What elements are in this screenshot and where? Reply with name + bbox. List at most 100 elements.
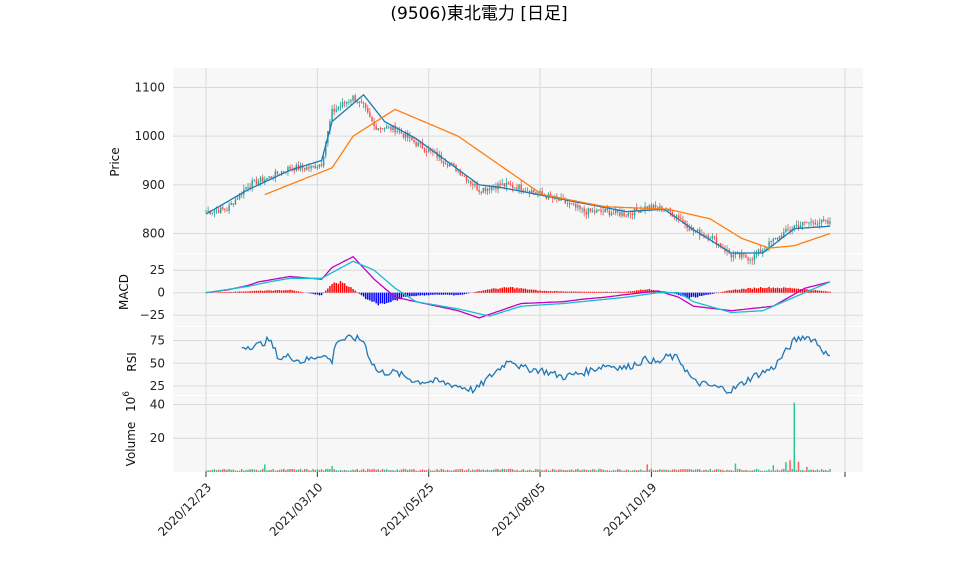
price-axis-label: Price bbox=[108, 147, 122, 176]
macd-histogram-bar bbox=[677, 292, 680, 296]
volume-axis-label: Volume bbox=[124, 422, 138, 467]
volume-bar bbox=[591, 469, 594, 472]
macd-histogram-bar bbox=[543, 290, 545, 293]
candle-body bbox=[413, 139, 415, 143]
rsi-line bbox=[241, 333, 831, 395]
candle-body bbox=[270, 176, 272, 179]
candle-body bbox=[280, 171, 283, 175]
volume-bar bbox=[671, 469, 674, 472]
macd-histogram-bar bbox=[297, 291, 300, 293]
volume-bar bbox=[541, 470, 543, 472]
price-tick-label: 800 bbox=[142, 227, 165, 241]
candle-body bbox=[610, 213, 613, 216]
macd-histogram-bar bbox=[406, 292, 409, 297]
candle-body bbox=[677, 215, 680, 219]
candle-body bbox=[444, 163, 447, 165]
macd-histogram-bar bbox=[558, 291, 560, 293]
macd-histogram-bar bbox=[575, 291, 577, 293]
volume-bar bbox=[778, 470, 781, 472]
candle-body bbox=[314, 165, 316, 169]
volume-bar bbox=[291, 468, 293, 472]
macd-histogram-bar bbox=[352, 288, 354, 293]
macd-histogram-bar bbox=[226, 292, 228, 293]
candle-body bbox=[533, 190, 535, 193]
rsi-axis-label: RSI bbox=[125, 352, 139, 372]
candle-body bbox=[566, 203, 569, 205]
volume-bar bbox=[339, 469, 342, 472]
macd-histogram-bar bbox=[684, 292, 686, 297]
macd-histogram-bar bbox=[205, 292, 207, 294]
macd-axis-label: MACD bbox=[117, 274, 131, 310]
candle-body bbox=[335, 109, 337, 112]
macd-histogram-bar bbox=[524, 288, 527, 293]
volume-bar bbox=[350, 470, 352, 472]
candle-body bbox=[593, 210, 596, 213]
macd-histogram-bar bbox=[596, 291, 598, 293]
candle-body bbox=[568, 203, 571, 205]
macd-histogram-bar bbox=[434, 292, 436, 295]
volume-bar bbox=[304, 469, 306, 472]
macd-histogram-bar bbox=[230, 291, 232, 293]
candle-body bbox=[738, 253, 741, 258]
macd-histogram-bar bbox=[732, 289, 735, 293]
volume-bar bbox=[631, 470, 634, 472]
volume-bar bbox=[472, 469, 474, 472]
candle-body bbox=[720, 243, 722, 248]
candle-body bbox=[688, 228, 690, 230]
macd-histogram-bar bbox=[245, 291, 247, 293]
macd-histogram-bar bbox=[270, 290, 272, 293]
volume-bar bbox=[367, 468, 369, 472]
volume-bar bbox=[804, 470, 806, 472]
candle-body bbox=[415, 142, 417, 147]
candle-body bbox=[461, 175, 464, 177]
candle-body bbox=[383, 128, 386, 130]
macd-histogram-bar bbox=[591, 291, 594, 293]
candle-body bbox=[570, 203, 573, 205]
macd-histogram-bar bbox=[312, 292, 314, 294]
candle-body bbox=[339, 106, 342, 108]
volume-bar bbox=[419, 470, 422, 472]
volume-bar bbox=[612, 469, 615, 472]
candle-body bbox=[213, 211, 216, 213]
macd-histogram-bar bbox=[795, 288, 798, 293]
candle-body bbox=[820, 219, 823, 223]
volume-bar bbox=[341, 470, 344, 472]
volume-bar bbox=[358, 470, 361, 472]
volume-bar bbox=[213, 469, 216, 472]
macd-histogram-bar bbox=[614, 291, 617, 293]
candle-body bbox=[806, 222, 808, 224]
macd-histogram-bar bbox=[327, 288, 329, 293]
macd-histogram-bar bbox=[486, 289, 489, 293]
volume-bar bbox=[400, 469, 403, 472]
volume-bar bbox=[272, 468, 274, 472]
volume-bar bbox=[493, 469, 495, 472]
candle-body bbox=[446, 164, 449, 167]
volume-bar bbox=[820, 468, 823, 472]
volume-bar bbox=[783, 468, 785, 472]
volume-bar bbox=[436, 469, 438, 472]
macd-histogram-bar bbox=[318, 292, 321, 296]
candle-body bbox=[419, 142, 422, 144]
volume-bar bbox=[240, 469, 243, 472]
candle-body bbox=[696, 229, 699, 232]
macd-histogram-bar bbox=[354, 290, 356, 293]
volume-bar bbox=[694, 469, 697, 472]
candle-body bbox=[333, 108, 335, 112]
volume-bar bbox=[629, 470, 632, 472]
macd-histogram-bar bbox=[488, 289, 491, 293]
macd-histogram-bar bbox=[778, 288, 781, 293]
macd-histogram-bar bbox=[259, 290, 262, 293]
macd-histogram-bar bbox=[604, 291, 606, 293]
macd-histogram-bar bbox=[478, 291, 480, 293]
volume-bar bbox=[699, 469, 701, 472]
macd-histogram-bar bbox=[373, 292, 375, 302]
volume-bar bbox=[743, 470, 745, 472]
volume-bar bbox=[232, 469, 235, 472]
macd-histogram-bar bbox=[436, 292, 438, 295]
macd-histogram-bar bbox=[295, 291, 298, 293]
candle-body bbox=[322, 155, 325, 166]
macd-histogram-bar bbox=[789, 287, 791, 293]
volume-bar bbox=[205, 470, 207, 472]
volume-bar bbox=[543, 470, 545, 472]
macd-histogram-bar bbox=[274, 290, 277, 293]
